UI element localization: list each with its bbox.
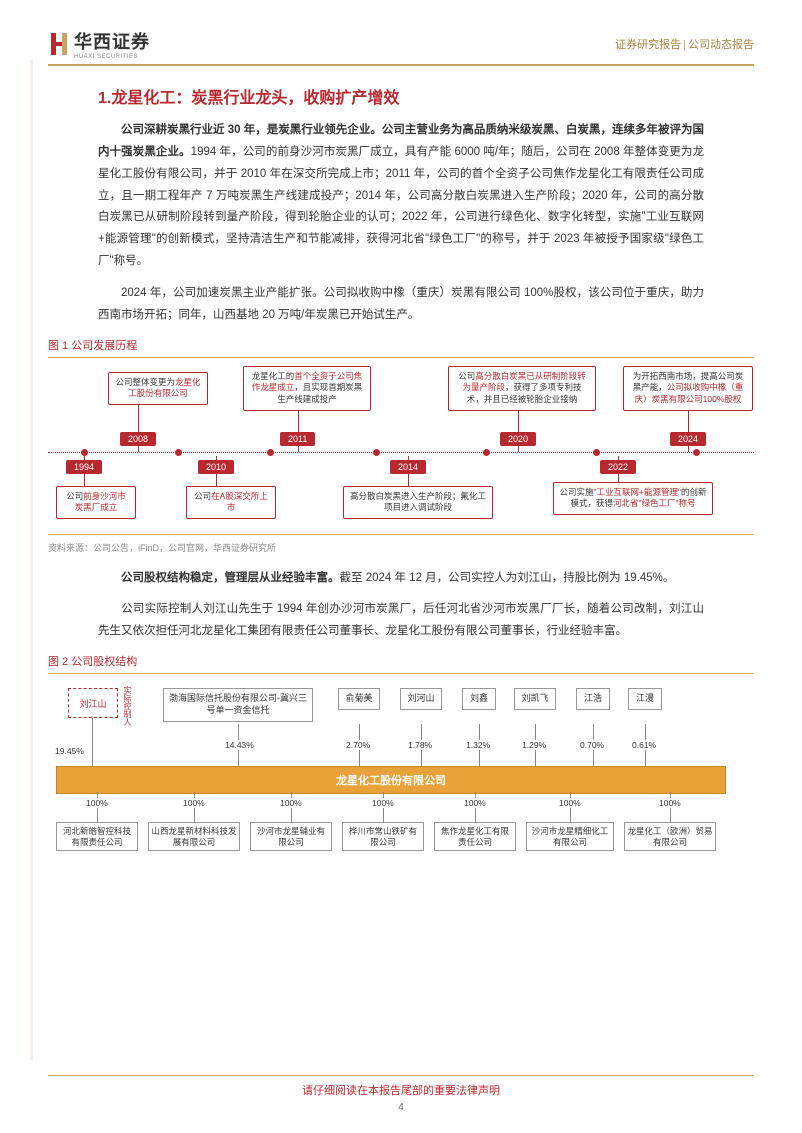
shareholder-box: 俞菊美	[338, 688, 380, 710]
subsidiary-pct: 100%	[558, 798, 582, 808]
fig2-title: 图 2 公司股权结构	[48, 653, 754, 669]
shareholder-pct: 1.32%	[465, 740, 491, 750]
subsidiary-box: 焦作龙星化工有限责任公司	[434, 822, 516, 851]
timeline-year: 2011	[280, 432, 315, 446]
shareholder-pct: 1.78%	[407, 740, 433, 750]
timeline-node	[267, 449, 274, 456]
fig1-rule-bottom	[48, 534, 754, 535]
timeline-node	[593, 449, 600, 456]
shareholder-pct: 14.43%	[224, 740, 255, 750]
footer: 请仔细阅读在本报告尾部的重要法律声明 4	[0, 1075, 802, 1113]
timeline-node	[373, 449, 380, 456]
logo-text-block: 华西证券 HUAXI SECURITIES	[74, 28, 150, 60]
logo-icon	[48, 31, 70, 57]
shareholder-pct: 0.70%	[579, 740, 605, 750]
main-company: 龙星化工股份有限公司	[56, 766, 726, 794]
timeline-event-bottom: 公司前身沙河市炭黑厂成立	[56, 486, 136, 520]
para-3-bold: 公司股权结构稳定，管理层从业经验丰富。	[121, 572, 340, 584]
subsidiary-box: 龙星化工（欧洲）贸易有限公司	[624, 822, 716, 851]
timeline-year: 2008	[120, 432, 156, 446]
timeline-node	[81, 449, 88, 456]
footer-disclaimer: 请仔细阅读在本报告尾部的重要法律声明	[48, 1075, 754, 1098]
header: 华西证券 HUAXI SECURITIES 证券研究报告|公司动态报告	[48, 28, 754, 66]
para-1: 公司深耕炭黑行业近 30 年，是炭黑行业领先企业。公司主营业务为高品质纳米级炭黑…	[98, 120, 704, 273]
timeline-event-top: 公司整体变更为龙星化工股份有限公司	[108, 372, 208, 406]
timeline-axis	[48, 452, 754, 453]
fig1-timeline: 2008 公司整体变更为龙星化工股份有限公司 2011 龙星化工的首个全资子公司焦作龙…	[48, 364, 754, 534]
shareholder-box: 渤海国际信托股份有限公司-冀兴三号单一资金信托	[163, 688, 313, 721]
timeline-year: 2014	[390, 460, 426, 474]
shareholder-pct: 1.29%	[521, 740, 547, 750]
para-2-text: 2024 年，公司加速炭黑主业产能扩张。公司拟收购中橡（重庆）炭黑有限公司 10…	[98, 287, 704, 321]
fig1-source: 资料来源：公司公告，iFinD，公司官网，华西证券研究所	[48, 541, 754, 554]
timeline-event-top: 公司高分散白炭黑已从研制阶段转为量产阶段，获得了多项专利技术，并且已经被轮胎企业…	[448, 366, 596, 412]
subsidiary-box: 沙河市龙星精细化工有限公司	[526, 822, 614, 851]
subsidiary-pct: 100%	[85, 798, 109, 808]
timeline-event-top: 龙星化工的首个全资子公司焦作龙星成立，且实现首期炭黑生产线建成投产	[243, 366, 371, 412]
timeline-event-top: 为开拓西南市场，提高公司炭黑产能，公司拟收购中橡（重庆）炭黑有限公司100%股权	[623, 366, 753, 412]
fig1-rule	[48, 357, 754, 358]
subsidiary-box: 山西龙星新材料科技发展有限公司	[148, 822, 240, 851]
controller-box: 刘江山	[68, 688, 118, 718]
subsidiary-pct: 100%	[182, 798, 206, 808]
para-3: 公司股权结构稳定，管理层从业经验丰富。截至 2024 年 12 月，公司实控人为…	[98, 568, 704, 590]
shareholder-box: 刘凯飞	[514, 688, 556, 710]
page: 华西证券 HUAXI SECURITIES 证券研究报告|公司动态报告 1.龙星…	[0, 0, 802, 1133]
shareholder-box: 江漫	[628, 688, 662, 710]
controller-label: 实际控制人	[122, 686, 133, 726]
header-right: 证券研究报告|公司动态报告	[615, 36, 754, 52]
para-3-rest: 截至 2024 年 12 月，公司实控人为刘江山，持股比例为 19.45%。	[340, 572, 675, 584]
timeline-node	[483, 449, 490, 456]
timeline-node	[175, 449, 182, 456]
para-4: 公司实际控制人刘江山先生于 1994 年创办沙河市炭黑厂，后任河北省沙河市炭黑厂…	[98, 599, 704, 643]
para-2: 2024 年，公司加速炭黑主业产能扩张。公司拟收购中橡（重庆）炭黑有限公司 10…	[98, 283, 704, 327]
timeline-node	[693, 449, 700, 456]
timeline-year: 2022	[600, 460, 636, 474]
subsidiary-box: 河北新皓智控科技有限责任公司	[56, 822, 138, 851]
timeline-event-bottom: 公司实施"工业互联网+能源管理"的创新模式，获得河北省"绿色工厂"称号	[553, 482, 713, 516]
subsidiary-pct: 100%	[371, 798, 395, 808]
timeline-year: 2010	[198, 460, 234, 474]
header-cat-a: 证券研究报告	[615, 39, 681, 51]
side-accent	[30, 60, 33, 1060]
logo: 华西证券 HUAXI SECURITIES	[48, 28, 150, 60]
shareholder-pct: 2.70%	[345, 740, 371, 750]
own-line	[92, 718, 93, 766]
header-cat-b: 公司动态报告	[688, 39, 754, 51]
subsidiary-box: 沙河市龙星辅业有限公司	[250, 822, 332, 851]
shareholder-box: 刘鑫	[462, 688, 496, 710]
para-1-rest: 1994 年，公司的前身沙河市炭黑厂成立，具有产能 6000 吨/年；随后，公司…	[98, 146, 704, 267]
shareholder-box: 刘河山	[400, 688, 442, 710]
fig2-rule	[48, 673, 754, 674]
timeline-year: 2020	[500, 432, 536, 446]
subsidiary-pct: 100%	[658, 798, 682, 808]
logo-en: HUAXI SECURITIES	[74, 54, 150, 60]
subsidiary-pct: 100%	[279, 798, 303, 808]
footer-page-num: 4	[0, 1102, 802, 1113]
fig1-title: 图 1 公司发展历程	[48, 337, 754, 353]
para-4-text: 公司实际控制人刘江山先生于 1994 年创办沙河市炭黑厂，后任河北省沙河市炭黑厂…	[98, 603, 704, 637]
section-1-title: 1.龙星化工：炭黑行业龙头，收购扩产增效	[98, 84, 754, 108]
timeline-event-bottom: 公司在A股深交所上市	[186, 486, 276, 520]
timeline-year: 1994	[66, 460, 102, 474]
subsidiary-box: 桦川市常山铁矿有限公司	[342, 822, 424, 851]
controller-pct: 19.45%	[54, 746, 85, 756]
timeline-year: 2024	[670, 432, 706, 446]
header-sep: |	[683, 39, 686, 51]
timeline-event-bottom: 高分散白炭黑进入生产阶段；氟化工项目进入调试阶段	[343, 486, 493, 520]
shareholder-box: 江浩	[576, 688, 610, 710]
logo-cn: 华西证券	[74, 28, 150, 54]
shareholder-pct: 0.61%	[631, 740, 657, 750]
fig2-ownership: 刘江山实际控制人 19.45% 渤海国际信托股份有限公司-冀兴三号单一资金信托 14.…	[48, 680, 754, 860]
subsidiary-pct: 100%	[463, 798, 487, 808]
